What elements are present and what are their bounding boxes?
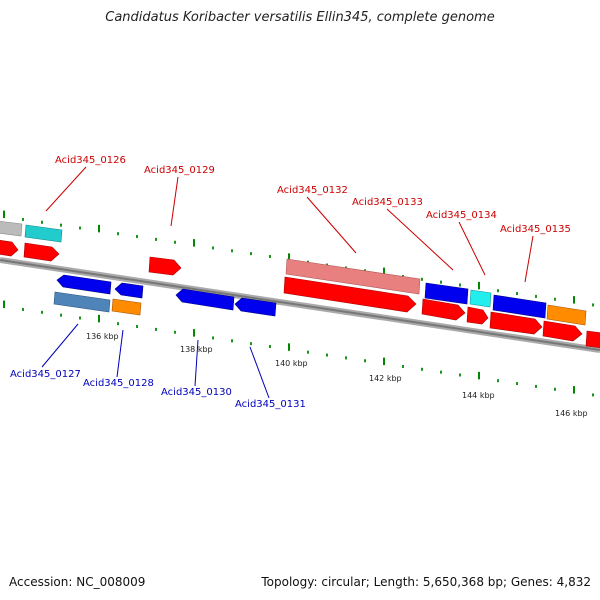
accession-text: Accession: NC_008009 xyxy=(9,575,146,589)
cds-forward[interactable] xyxy=(23,242,60,262)
cds-forward[interactable] xyxy=(585,330,600,349)
gene-steel-reverse[interactable] xyxy=(53,291,111,313)
leader-line xyxy=(306,196,357,254)
cds-reverse-upper[interactable] xyxy=(492,294,547,319)
leader-line xyxy=(45,166,87,212)
cds-reverse[interactable] xyxy=(234,297,277,317)
leader-line xyxy=(194,339,199,387)
cds-forward[interactable] xyxy=(0,239,19,257)
ruler-label: 136 kbp xyxy=(86,332,119,341)
gene-label[interactable]: Acid345_0131 xyxy=(235,399,306,410)
leader-line xyxy=(458,221,486,276)
reverse-features xyxy=(53,274,277,317)
gene-label[interactable]: Acid345_0134 xyxy=(426,210,497,221)
gene-label[interactable]: Acid345_0126 xyxy=(55,155,126,166)
gene-label[interactable]: Acid345_0133 xyxy=(352,197,423,208)
gene-label[interactable]: Acid345_0132 xyxy=(277,185,348,196)
leader-line xyxy=(249,346,270,399)
feature-cyan-forward[interactable] xyxy=(24,224,63,243)
leader-line xyxy=(386,208,454,271)
gene-label[interactable]: Acid345_0135 xyxy=(500,224,571,235)
leader-line xyxy=(170,176,179,227)
kbp-ruler: 136 kbp 138 kbp 140 kbp 142 kbp 144 kbp … xyxy=(86,332,588,418)
ruler-label: 142 kbp xyxy=(369,374,402,383)
cds-forward[interactable] xyxy=(466,306,489,325)
gene-orange-reverse[interactable] xyxy=(111,298,142,316)
feature-grey-forward[interactable] xyxy=(0,220,23,237)
cds-forward[interactable] xyxy=(148,256,182,276)
gene-labels: Acid345_0126 Acid345_0129 Acid345_0132 A… xyxy=(10,155,571,410)
gene-label[interactable]: Acid345_0129 xyxy=(144,165,215,176)
cds-reverse-upper[interactable] xyxy=(424,282,469,305)
gene-pink-forward[interactable] xyxy=(285,258,421,295)
cds-reverse[interactable] xyxy=(56,274,112,295)
cds-forward[interactable] xyxy=(489,311,543,335)
map-title: Candidatus Koribacter versatilis Ellin34… xyxy=(105,10,495,25)
ruler-label: 146 kbp xyxy=(555,409,588,418)
ruler-label: 138 kbp xyxy=(180,345,213,354)
cds-forward[interactable] xyxy=(421,298,466,321)
genome-backbone-line xyxy=(0,259,600,351)
ruler-label: 140 kbp xyxy=(275,359,308,368)
cds-forward[interactable] xyxy=(283,276,417,313)
leader-line xyxy=(41,323,79,368)
cds-reverse[interactable] xyxy=(175,288,235,311)
cds-forward[interactable] xyxy=(542,320,583,342)
gene-label[interactable]: Acid345_0130 xyxy=(161,387,232,398)
cds-reverse[interactable] xyxy=(114,282,144,299)
ruler-label: 144 kbp xyxy=(462,391,495,400)
label-leaders xyxy=(41,166,534,399)
gene-orange-upper[interactable] xyxy=(546,304,587,326)
leader-line xyxy=(116,329,124,378)
gene-cyan-upper[interactable] xyxy=(469,289,492,308)
genome-summary-text: Topology: circular; Length: 5,650,368 bp… xyxy=(261,575,591,589)
gene-label[interactable]: Acid345_0128 xyxy=(83,378,154,389)
forward-features xyxy=(0,220,600,349)
gene-label[interactable]: Acid345_0127 xyxy=(10,369,81,380)
leader-line xyxy=(524,235,534,283)
